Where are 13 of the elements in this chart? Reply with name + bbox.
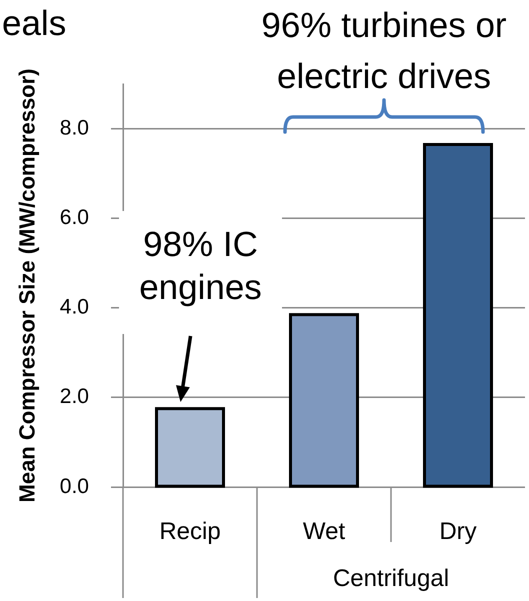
y-tick-label: 4.0 xyxy=(60,296,89,319)
x-tick-label: Wet xyxy=(302,518,346,546)
y-tick-label: 8.0 xyxy=(60,116,89,140)
y-tick-label: 0.0 xyxy=(60,474,89,498)
annotation: 96% turbines or electric drives xyxy=(260,5,508,98)
annotation: 98% IC engines xyxy=(119,210,282,334)
x-tick-label: Dry xyxy=(439,518,477,546)
y-tick-label: 6.0 xyxy=(60,206,89,230)
y-axis-title: Mean Compressor Size (MW/compressor) xyxy=(14,68,40,502)
text: eals xyxy=(2,3,66,45)
text: Centrifugal xyxy=(332,564,450,593)
y-tick-label: 2.0 xyxy=(60,385,89,408)
x-tick-label: Recip xyxy=(159,518,221,546)
